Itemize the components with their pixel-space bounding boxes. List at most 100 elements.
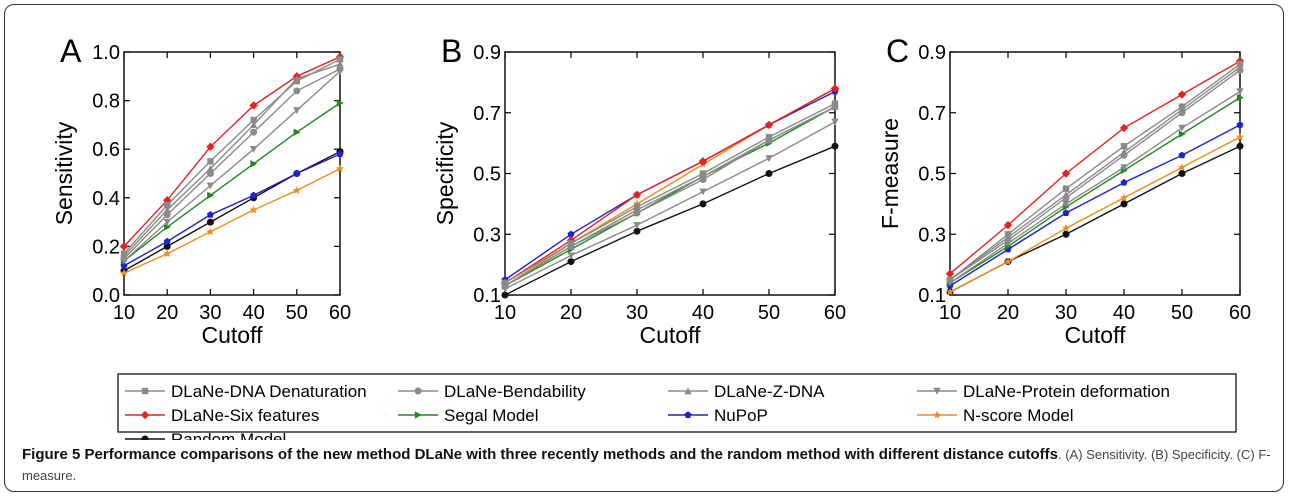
data-point-c bbox=[1120, 178, 1128, 186]
series-c bbox=[946, 93, 1244, 287]
data-point-a bbox=[336, 150, 344, 158]
panel-letter-c: C bbox=[886, 33, 909, 69]
series-line-c bbox=[949, 136, 1241, 293]
y-tick-label-b: 0.3 bbox=[473, 224, 501, 246]
x-tick-label-c: 20 bbox=[997, 302, 1019, 324]
panel-letter-a: A bbox=[60, 33, 82, 69]
series-c bbox=[946, 142, 1244, 296]
series-c bbox=[945, 56, 1245, 278]
data-point-a bbox=[163, 249, 172, 258]
data-point-a bbox=[120, 250, 128, 257]
x-tick-label-b: 20 bbox=[560, 302, 582, 324]
data-point-a bbox=[163, 237, 171, 245]
legend-entry: DLaNe-DNA Denaturation bbox=[125, 382, 367, 401]
legend-box bbox=[117, 373, 1237, 433]
legend-label: DLaNe-DNA Denaturation bbox=[171, 382, 367, 401]
data-point-b bbox=[567, 230, 575, 238]
data-point-b bbox=[567, 258, 575, 266]
data-point-a bbox=[336, 56, 344, 63]
data-point-b bbox=[830, 84, 840, 93]
y-tick-label-c: 0.7 bbox=[918, 103, 946, 125]
data-point-a bbox=[207, 158, 214, 165]
y-tick-label-a: 0.6 bbox=[92, 139, 120, 161]
legend-label: DLaNe-Z-DNA bbox=[714, 382, 825, 401]
data-point-b bbox=[765, 133, 773, 141]
figure-caption: Figure 5 Performance comparisons of the … bbox=[22, 444, 1272, 486]
panel-c: 10 20 30 40 50 60 0.1 0.3 0.5 0.7 0.9 Cutoff F-measu… bbox=[877, 33, 1251, 348]
legend-label: DLaNe-Protein deformation bbox=[963, 382, 1170, 401]
legend-label: Random Model bbox=[171, 430, 286, 440]
data-point-c bbox=[1004, 236, 1012, 244]
data-point-b bbox=[831, 118, 839, 126]
data-point-a bbox=[164, 201, 171, 209]
x-tick-label-b: 60 bbox=[824, 302, 846, 324]
y-axis-label-b: Specificity bbox=[432, 121, 458, 225]
series-line-a bbox=[123, 58, 341, 255]
panel-a: 10 20 30 40 50 60 0.0 0.2 0.4 0.6 0.8 1.0 Cutoff Sens… bbox=[51, 33, 351, 348]
x-tick-label-a: 60 bbox=[329, 302, 351, 324]
data-point-c bbox=[1178, 124, 1186, 132]
y-tick-label-a: 0.2 bbox=[92, 236, 120, 258]
data-point-b bbox=[633, 221, 641, 229]
data-point-c bbox=[1236, 88, 1244, 96]
panel-b: 10 20 30 40 50 60 0.1 0.3 0.5 0.7 0.9 Cutoff Specifi… bbox=[432, 33, 846, 348]
data-point-a bbox=[336, 65, 344, 73]
legend-label: Segal Model bbox=[444, 406, 539, 425]
x-tick-label-c: 10 bbox=[939, 302, 961, 324]
series-line-b bbox=[504, 106, 836, 287]
x-tick-label-a: 30 bbox=[199, 302, 221, 324]
series-line-c bbox=[949, 60, 1241, 275]
legend-marker bbox=[933, 410, 941, 419]
series-a bbox=[120, 150, 344, 269]
data-point-a bbox=[292, 186, 301, 194]
series-c bbox=[946, 66, 1244, 284]
data-point-b bbox=[567, 252, 575, 260]
data-point-b bbox=[633, 209, 641, 217]
data-point-c bbox=[1236, 121, 1244, 128]
data-point-a bbox=[249, 205, 258, 214]
data-point-b bbox=[765, 170, 773, 177]
data-point-a bbox=[249, 146, 258, 153]
caption-title: Figure 5 Performance comparisons of the … bbox=[22, 446, 1058, 463]
series-a bbox=[120, 99, 344, 265]
data-point-b bbox=[501, 279, 509, 287]
series-b bbox=[501, 87, 839, 283]
y-tick-label-b: 0.9 bbox=[473, 42, 501, 64]
data-point-c bbox=[1120, 164, 1128, 172]
x-tick-label-b: 10 bbox=[494, 302, 516, 324]
series-b bbox=[501, 142, 839, 299]
data-point-a bbox=[336, 60, 344, 68]
legend-label: N-score Model bbox=[963, 406, 1074, 425]
data-point-c bbox=[1178, 170, 1186, 177]
series-a bbox=[120, 65, 344, 263]
y-tick-label-b: 0.1 bbox=[473, 285, 501, 307]
data-point-b bbox=[765, 155, 773, 163]
data-point-c bbox=[1062, 223, 1070, 232]
data-point-c bbox=[1236, 142, 1244, 150]
data-point-c bbox=[1120, 142, 1128, 150]
legend-marker bbox=[933, 387, 941, 395]
series-a bbox=[120, 60, 344, 260]
series-a bbox=[120, 164, 344, 277]
series-line-a bbox=[123, 63, 341, 257]
legend-entry: N-score Model bbox=[917, 406, 1074, 425]
x-tick-label-c: 60 bbox=[1229, 302, 1251, 324]
series-line-b bbox=[504, 106, 836, 287]
data-point-a bbox=[293, 77, 300, 85]
y-tick-label-c: 0.3 bbox=[918, 224, 946, 246]
series-line-c bbox=[949, 97, 1241, 284]
data-point-b bbox=[699, 200, 707, 208]
series-a bbox=[120, 56, 344, 257]
data-point-c bbox=[1062, 230, 1070, 238]
data-point-c bbox=[1178, 163, 1186, 171]
data-point-c bbox=[1120, 193, 1128, 202]
data-point-c bbox=[1119, 123, 1129, 133]
series-line-a bbox=[123, 153, 341, 267]
series-line-b bbox=[504, 102, 836, 284]
data-point-a bbox=[206, 170, 214, 177]
data-point-a bbox=[206, 218, 214, 226]
y-tick-label-a: 0.4 bbox=[92, 188, 120, 210]
data-point-b bbox=[699, 188, 707, 196]
data-point-a bbox=[293, 107, 301, 115]
data-point-b bbox=[501, 291, 509, 299]
